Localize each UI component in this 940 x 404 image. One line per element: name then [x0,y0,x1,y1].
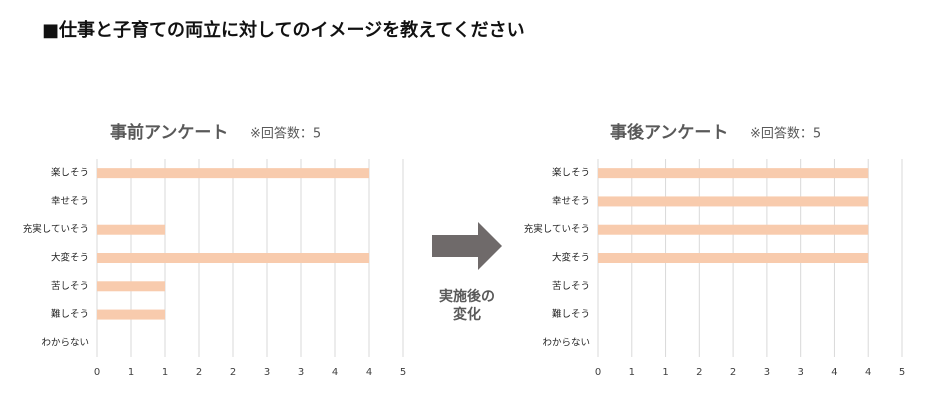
x-tick-label: 1 [162,367,168,378]
y-tick-label: 幸せそう [552,196,590,207]
bar [598,168,869,179]
x-tick-label: 5 [899,367,905,378]
y-tick-label: 難しそう [552,308,590,320]
arrow-label: 実施後の [439,288,495,305]
x-tick-label: 0 [94,367,100,378]
chart-title: 事前アンケート [110,122,228,143]
y-tick-label: 充実していそう [23,223,89,235]
arrow-label: 変化 [453,306,481,323]
bar [97,309,165,320]
x-tick-label: 4 [332,367,338,378]
bar [97,253,369,263]
bar [598,196,869,207]
x-tick-label: 2 [230,367,236,378]
y-tick-label: わからない [542,337,590,348]
x-tick-label: 3 [298,367,304,378]
y-tick-label: 充実していそう [524,223,590,235]
bar [598,253,869,263]
x-tick-label: 2 [730,367,736,378]
y-tick-label: 難しそう [51,308,89,320]
x-tick-label: 1 [629,367,635,378]
x-tick-label: 1 [662,367,668,378]
x-tick-label: 2 [196,367,202,378]
x-tick-label: 4 [831,367,837,378]
x-tick-label: 1 [128,367,134,378]
chart-subtitle: ※回答数：5 [250,126,321,142]
x-tick-label: 5 [400,367,406,378]
y-tick-label: 楽しそう [51,167,89,179]
x-tick-label: 3 [797,367,803,378]
bar [97,224,165,235]
chart-title: 事後アンケート [610,122,728,143]
x-tick-label: 2 [696,367,702,378]
x-tick-label: 3 [264,367,270,378]
y-tick-label: わからない [41,337,89,348]
bar [598,224,869,235]
y-tick-label: 楽しそう [552,167,590,179]
x-tick-label: 3 [764,367,770,378]
y-tick-label: 大変そう [51,252,89,264]
page-title: ■仕事と子育ての両立に対してのイメージを教えてください [42,19,525,41]
bar [97,281,165,292]
x-tick-label: 0 [595,367,601,378]
y-tick-label: 大変そう [552,252,590,264]
x-tick-label: 4 [865,367,871,378]
chart-subtitle: ※回答数：5 [750,126,821,142]
y-tick-label: 幸せそう [51,196,89,207]
y-tick-label: 苦しそう [51,280,89,292]
y-tick-label: 苦しそう [552,280,590,292]
bar [97,168,369,179]
x-tick-label: 4 [366,367,372,378]
arrow [432,222,502,270]
